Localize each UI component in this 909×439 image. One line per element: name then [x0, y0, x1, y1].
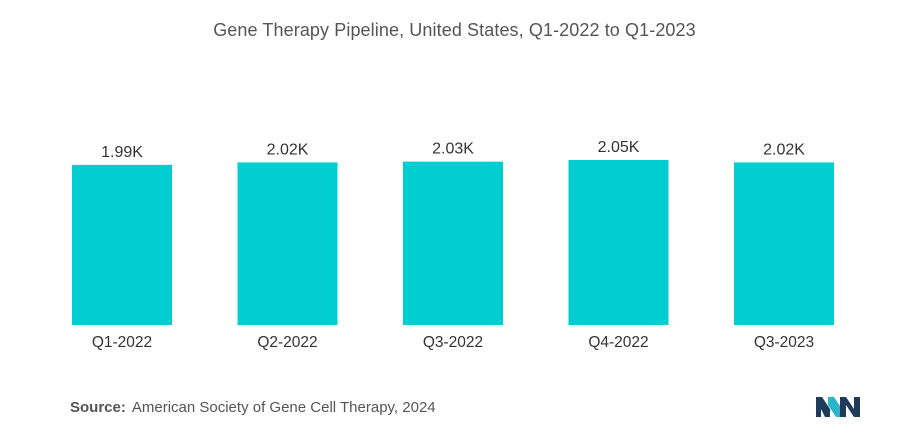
source-text: American Society of Gene Cell Therapy, 2…: [131, 399, 436, 416]
bar-value-label: 2.02K: [267, 141, 309, 158]
x-tick-label: Q2-2022: [257, 334, 317, 351]
x-tick-label: Q1-2022: [92, 334, 152, 351]
bar-value-label: 2.03K: [432, 141, 474, 158]
bar-value-label: 2.02K: [763, 141, 805, 158]
x-tick-label: Q4-2022: [588, 334, 648, 351]
chart-title: Gene Therapy Pipeline, United States, Q1…: [213, 20, 696, 40]
bars-group: [72, 160, 834, 325]
bar-q3-2022: [403, 161, 503, 325]
bar-value-label: 2.05K: [598, 139, 640, 156]
bar-value-label: 1.99K: [101, 144, 143, 161]
source-note: Source: American Society of Gene Cell The…: [70, 399, 436, 416]
x-axis-ticks: Q1-2022 Q2-2022 Q3-2022 Q4-2022 Q3-2023: [92, 334, 814, 351]
bar-q3-2023: [734, 162, 834, 325]
x-tick-label: Q3-2022: [423, 334, 483, 351]
bar-q4-2022: [568, 160, 669, 325]
bar-q1-2022: [72, 164, 172, 325]
bar-q2-2022: [237, 162, 338, 325]
x-tick-label: Q3-2023: [754, 334, 814, 351]
value-labels-group: 1.99K 2.02K 2.03K 2.05K 2.02K: [101, 139, 805, 161]
mordor-intelligence-logo-icon: [816, 397, 860, 417]
source-label: Source:: [70, 399, 126, 416]
